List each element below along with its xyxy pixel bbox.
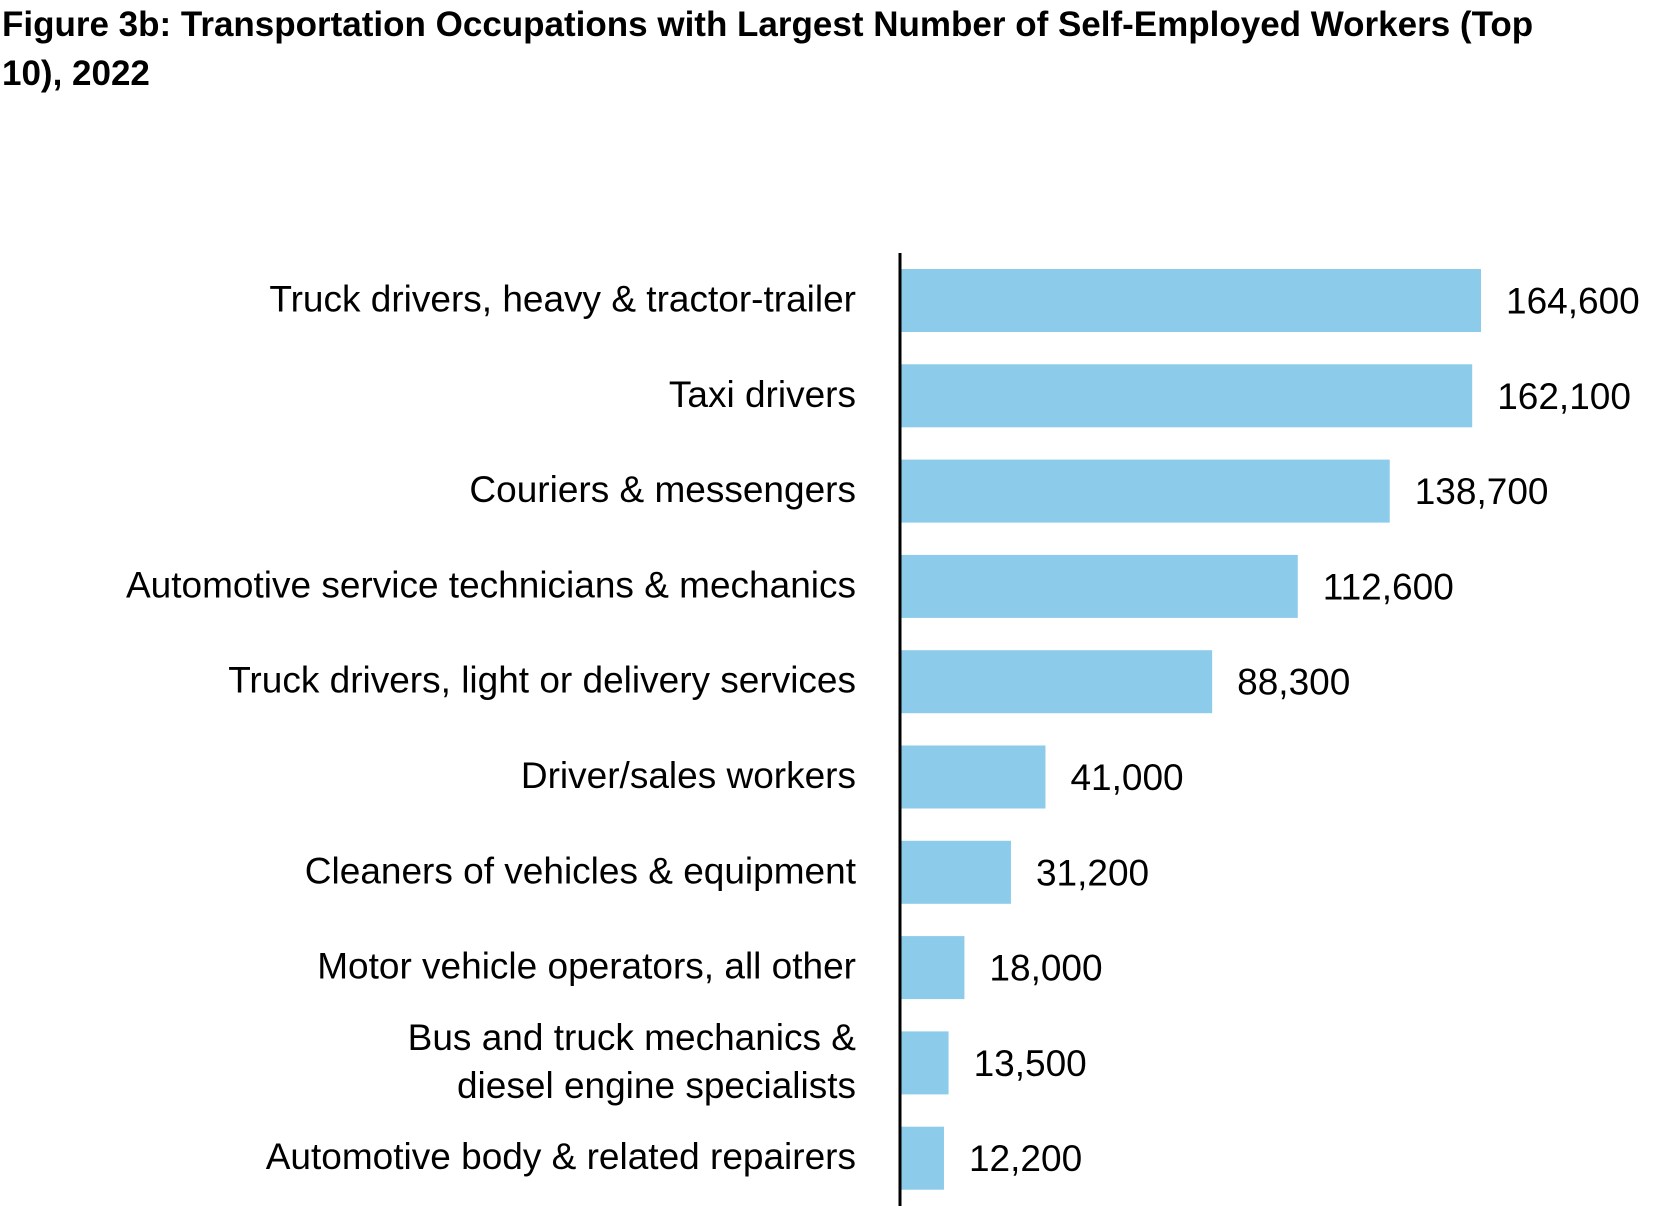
bar (901, 840, 1011, 904)
category-label: Couriers & messengers (469, 469, 856, 510)
bar (901, 936, 965, 1000)
category-label: Truck drivers, light or delivery service… (228, 660, 856, 701)
data-label: 88,300 (1237, 662, 1350, 703)
data-label: 12,200 (969, 1138, 1082, 1179)
data-label: 13,500 (974, 1043, 1087, 1084)
bar (901, 745, 1046, 809)
data-label: 164,600 (1506, 281, 1640, 322)
data-label: 41,000 (1070, 757, 1183, 798)
data-label: 31,200 (1036, 852, 1149, 893)
category-label: Automotive body & related repairers (266, 1136, 856, 1177)
bar (901, 554, 1298, 618)
title-emphasis: Number (873, 5, 1006, 44)
category-label: Cleaners of vehicles & equipment (305, 850, 857, 891)
category-label: Driver/sales workers (521, 755, 856, 796)
chart-title: Figure 3b: Transportation Occupations wi… (2, 0, 1602, 98)
data-label: 18,000 (989, 948, 1102, 989)
category-label: Bus and truck mechanics & (408, 1017, 857, 1058)
bar (901, 650, 1213, 714)
data-label: 138,700 (1415, 471, 1549, 512)
title-text: Figure 3b: Transportation Occupations wi… (2, 5, 874, 44)
data-label: 112,600 (1323, 566, 1454, 607)
bar (901, 1031, 949, 1095)
bar (901, 269, 1481, 332)
category-label: Motor vehicle operators, all other (317, 946, 856, 987)
bar (901, 364, 1473, 428)
category-label: Taxi drivers (669, 374, 856, 415)
bar (901, 459, 1390, 523)
category-label: Automotive service technicians & mechani… (126, 564, 856, 605)
category-label: diesel engine specialists (457, 1065, 856, 1106)
data-label: 162,100 (1497, 376, 1631, 417)
title-text: of Self-Employed Workers (Top 10), 2022 (2, 5, 1534, 93)
bar (901, 1126, 944, 1190)
category-label: Truck drivers, heavy & tractor-trailer (269, 279, 856, 320)
